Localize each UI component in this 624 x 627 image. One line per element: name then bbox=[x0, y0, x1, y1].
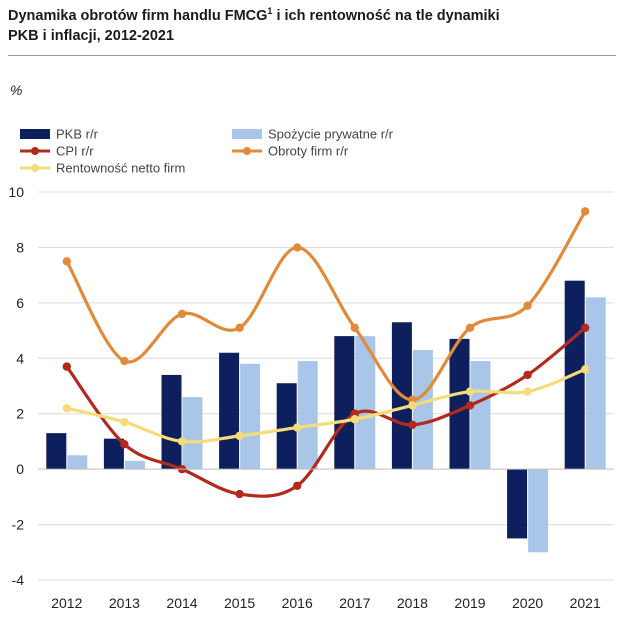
legend-label-cpi: CPI r/r bbox=[56, 144, 94, 159]
x-axis: 2012 2013 2014 2015 2016 2017 2018 2019 2020 2021 bbox=[38, 468, 614, 611]
point-rentownosc-2019 bbox=[465, 387, 475, 396]
bar-pkb-2019 bbox=[449, 338, 470, 470]
x-tick-label-2017: 2017 bbox=[339, 595, 370, 611]
unit-label: % bbox=[10, 82, 23, 98]
bar-pkb-2013 bbox=[103, 438, 124, 470]
point-rentownosc-2012 bbox=[62, 403, 71, 413]
y-tick-label: 4 bbox=[16, 350, 24, 366]
bar-spozycie-2020 bbox=[528, 469, 549, 553]
point-obroty-2021 bbox=[581, 207, 590, 216]
legend: PKB r/r Spożycie prywatne r/r CPI r/r Obrot… bbox=[20, 127, 394, 176]
bar-spozycie-2019 bbox=[470, 361, 491, 470]
bar-pkb-2017 bbox=[334, 336, 355, 470]
legend-label-pkb: PKB r/r bbox=[56, 127, 99, 142]
bar-pkb-2016 bbox=[276, 383, 297, 470]
bar-spozycie-2015 bbox=[240, 363, 261, 470]
bar-pkb-2014 bbox=[161, 374, 182, 470]
point-rentownosc-2020 bbox=[523, 387, 532, 396]
legend-marker-rentownosc bbox=[31, 164, 39, 172]
point-rentownosc-2015 bbox=[235, 431, 244, 441]
point-cpi-2015 bbox=[235, 489, 244, 499]
x-tick-label-2016: 2016 bbox=[282, 595, 313, 611]
point-obroty-2016 bbox=[293, 243, 302, 252]
x-tick-label-2020: 2020 bbox=[512, 595, 543, 611]
title-footnote-mark: 1 bbox=[267, 6, 273, 17]
bar-spozycie-2018 bbox=[412, 349, 433, 470]
point-cpi-2021 bbox=[581, 323, 590, 332]
y-tick-label: -2 bbox=[12, 517, 25, 533]
point-rentownosc-2016 bbox=[293, 423, 302, 432]
point-obroty-2013 bbox=[120, 356, 129, 366]
line-rentownosc bbox=[65, 367, 587, 444]
grid-lines bbox=[38, 191, 614, 581]
line-series bbox=[62, 207, 590, 499]
y-axis: -4 -2 0 2 4 6 8 10 bbox=[8, 184, 24, 588]
bar-pkb-2012 bbox=[46, 433, 67, 470]
bars bbox=[46, 280, 606, 553]
bar-spozycie-2014 bbox=[182, 397, 203, 470]
legend-swatch-spozycie bbox=[232, 129, 262, 139]
bar-spozycie-2012 bbox=[67, 455, 88, 470]
y-tick-label: 0 bbox=[16, 461, 24, 477]
legend-label-obroty: Obroty firm r/r bbox=[268, 144, 349, 159]
point-obroty-2014 bbox=[177, 309, 187, 319]
bar-pkb-2020 bbox=[507, 469, 528, 539]
x-tick-label-2019: 2019 bbox=[454, 595, 485, 611]
point-cpi-2019 bbox=[465, 401, 475, 410]
x-tick-label-2012: 2012 bbox=[51, 595, 82, 611]
bar-spozycie-2021 bbox=[585, 297, 606, 470]
point-cpi-2016 bbox=[293, 481, 302, 490]
y-tick-label: 10 bbox=[8, 184, 24, 200]
point-obroty-2012 bbox=[62, 257, 71, 266]
point-rentownosc-2021 bbox=[581, 365, 590, 374]
point-cpi-2012 bbox=[62, 362, 71, 371]
bar-spozycie-2017 bbox=[355, 336, 376, 470]
point-obroty-2017 bbox=[350, 323, 359, 332]
point-rentownosc-2018 bbox=[408, 401, 417, 410]
point-obroty-2020 bbox=[523, 301, 532, 310]
bar-spozycie-2013 bbox=[124, 460, 145, 470]
point-cpi-2018 bbox=[408, 420, 417, 429]
bar-spozycie-2016 bbox=[297, 361, 318, 470]
title-divider bbox=[8, 55, 616, 56]
title-line-2: PKB i inflacji, 2012-2021 bbox=[8, 28, 175, 44]
point-rentownosc-2014 bbox=[177, 437, 187, 446]
point-rentownosc-2017 bbox=[350, 415, 359, 424]
point-obroty-2019 bbox=[465, 323, 475, 332]
title-rest: i ich rentowność na tle dynamiki bbox=[272, 8, 500, 24]
y-tick-label: 6 bbox=[16, 295, 24, 311]
point-cpi-2013 bbox=[120, 440, 129, 449]
legend-marker-obroty bbox=[243, 147, 251, 155]
x-tick-label-2018: 2018 bbox=[397, 595, 428, 611]
y-tick-label: 8 bbox=[16, 239, 24, 255]
title-main: Dynamika obrotów firm handlu FMCG bbox=[8, 8, 268, 24]
legend-swatch-pkb bbox=[20, 129, 50, 139]
legend-marker-cpi bbox=[31, 147, 39, 155]
x-tick-label-2021: 2021 bbox=[570, 595, 601, 611]
legend-label-rentownosc: Rentowność netto firm bbox=[56, 161, 185, 176]
point-obroty-2015 bbox=[235, 323, 244, 332]
chart-title: Dynamika obrotów firm handlu FMCG1 i ich… bbox=[8, 6, 616, 46]
bar-pkb-2015 bbox=[219, 352, 240, 470]
x-tick-label-2013: 2013 bbox=[109, 595, 140, 611]
line-obroty bbox=[65, 209, 587, 402]
legend-label-spozycie: Spożycie prywatne r/r bbox=[268, 127, 394, 142]
x-tick-label-2014: 2014 bbox=[166, 595, 197, 611]
x-tick-label-2015: 2015 bbox=[224, 595, 255, 611]
y-tick-label: 2 bbox=[16, 406, 24, 422]
point-rentownosc-2013 bbox=[120, 417, 129, 427]
y-tick-label: -4 bbox=[12, 572, 25, 588]
point-cpi-2020 bbox=[523, 370, 532, 380]
